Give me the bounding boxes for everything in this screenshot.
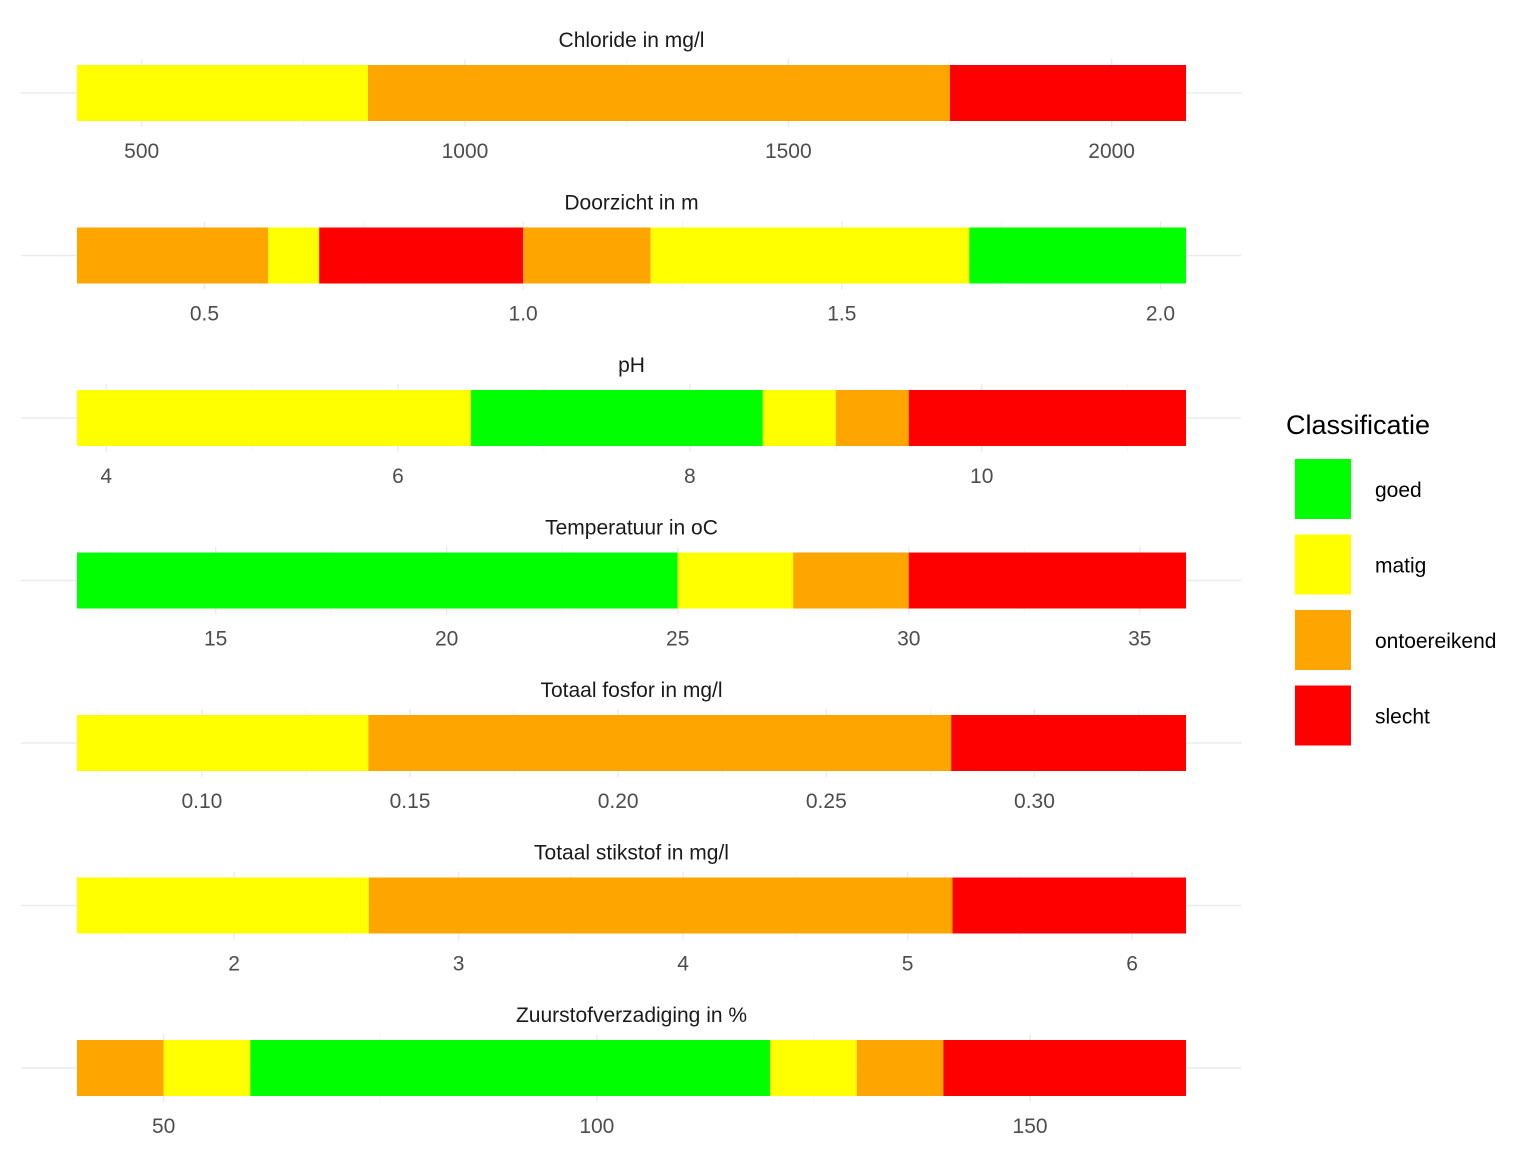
bar-segment-matig (77, 715, 369, 771)
x-tick-label: 0.5 (190, 303, 219, 326)
panel-title: pH (618, 354, 645, 377)
bar-segment-matig (650, 227, 970, 284)
x-tick-label: 500 (124, 140, 159, 163)
legend-title: Classificatie (1286, 410, 1430, 440)
bar-segment-matig (163, 1040, 251, 1096)
bar-segment-slecht (951, 715, 1186, 771)
x-tick-label: 50 (152, 1115, 175, 1138)
legend-label: goed (1375, 479, 1422, 502)
bar-segment-ontoereikend (856, 1040, 944, 1096)
bar-segment-goed (250, 1040, 771, 1096)
x-tick-label: 0.15 (390, 790, 431, 813)
x-tick-label: 6 (392, 465, 404, 488)
bar-segment-slecht (949, 65, 1186, 121)
legend-item-matig: matig (1295, 534, 1426, 595)
bar-segment-ontoereikend (835, 390, 909, 446)
x-tick-label: 150 (1013, 1115, 1048, 1138)
x-tick-label: 1.0 (509, 303, 538, 326)
bar-segment-matig (677, 552, 794, 609)
chart-panel: Doorzicht in m 0.5 1.0 1.5 2.0 (21, 192, 1241, 326)
bar-segment-matig (762, 390, 836, 446)
chart-panel: Zuurstofverzadiging in % 50 100 150 (21, 1004, 1241, 1138)
legend-label: slecht (1375, 706, 1430, 729)
x-tick-label: 8 (684, 465, 696, 488)
x-tick-label: 2.0 (1146, 303, 1175, 326)
x-tick-label: 6 (1126, 953, 1138, 976)
x-tick-label: 4 (677, 953, 689, 976)
bar-segment-ontoereikend (368, 715, 952, 771)
bar-segment-slecht (943, 1040, 1186, 1096)
bar-segment-matig (77, 65, 368, 121)
x-tick-label: 4 (100, 465, 112, 488)
x-tick-label: 3 (453, 953, 465, 976)
x-tick-label: 0.25 (806, 790, 847, 813)
x-tick-label: 1.5 (827, 303, 856, 326)
x-tick-label: 2 (228, 953, 240, 976)
bar-segment-ontoereikend (368, 877, 953, 934)
bar-segment-ontoereikend (367, 65, 950, 121)
x-tick-label: 0.10 (181, 790, 222, 813)
bar-segment-matig (77, 390, 471, 446)
legend-label: ontoereikend (1375, 630, 1496, 653)
chart-panel: Totaal fosfor in mg/l 0.10 0.15 0.20 0.25 0.3… (21, 679, 1241, 813)
legend-item-ontoereikend: ontoereikend (1295, 610, 1496, 670)
bar-segment-matig (770, 1040, 857, 1096)
bar-segment-slecht (908, 552, 1186, 609)
panel-title: Chloride in mg/l (559, 29, 705, 52)
bar-segment-matig (268, 227, 320, 284)
bar-segment-goed (969, 227, 1186, 284)
panel-title: Temperatuur in oC (545, 517, 718, 540)
chart-panel: Temperatuur in oC 15 20 25 30 35 (21, 517, 1241, 651)
legend-swatch (1295, 610, 1351, 670)
x-tick-label: 100 (579, 1115, 614, 1138)
x-tick-label: 10 (970, 465, 993, 488)
legend-item-slecht: slecht (1295, 685, 1430, 746)
x-tick-label: 35 (1128, 628, 1151, 651)
x-tick-label: 2000 (1088, 140, 1135, 163)
x-tick-label: 25 (666, 628, 689, 651)
bar-segment-ontoereikend (793, 552, 909, 609)
panel-title: Totaal fosfor in mg/l (540, 679, 722, 702)
x-tick-label: 0.30 (1014, 790, 1055, 813)
bar-segment-ontoereikend (523, 227, 651, 284)
bar-segment-matig (77, 877, 369, 934)
panel-title: Totaal stikstof in mg/l (534, 842, 729, 865)
x-tick-label: 1000 (442, 140, 489, 163)
chart-panel: pH 4 6 8 10 (21, 354, 1241, 488)
legend-swatch (1295, 685, 1351, 746)
legend-swatch (1295, 534, 1351, 595)
bar-segment-ontoereikend (77, 227, 269, 284)
x-tick-label: 0.20 (598, 790, 639, 813)
x-tick-label: 1500 (765, 140, 812, 163)
x-tick-label: 30 (897, 628, 920, 651)
x-tick-label: 15 (204, 628, 227, 651)
panels-group: Chloride in mg/l 500 1000 1500 2000 Doorzicht… (21, 29, 1241, 1138)
bar-segment-goed (77, 552, 678, 609)
bar-segment-ontoereikend (77, 1040, 164, 1096)
bar-segment-slecht (952, 877, 1186, 934)
legend: Classificatie goed matig ontoereikend slech… (1286, 410, 1496, 746)
panel-title: Doorzicht in m (564, 192, 698, 215)
chart-panel: Totaal stikstof in mg/l 2 3 4 5 6 (21, 842, 1241, 976)
chart-panel: Chloride in mg/l 500 1000 1500 2000 (21, 29, 1241, 163)
bar-segment-slecht (319, 227, 524, 284)
x-tick-label: 20 (435, 628, 458, 651)
panel-title: Zuurstofverzadiging in % (516, 1004, 747, 1027)
bar-segment-goed (470, 390, 763, 446)
bar-segment-slecht (908, 390, 1186, 446)
legend-item-goed: goed (1295, 459, 1422, 519)
legend-items: goed matig ontoereikend slecht (1295, 459, 1496, 746)
legend-label: matig (1375, 555, 1426, 578)
legend-swatch (1295, 459, 1351, 519)
x-tick-label: 5 (902, 953, 914, 976)
